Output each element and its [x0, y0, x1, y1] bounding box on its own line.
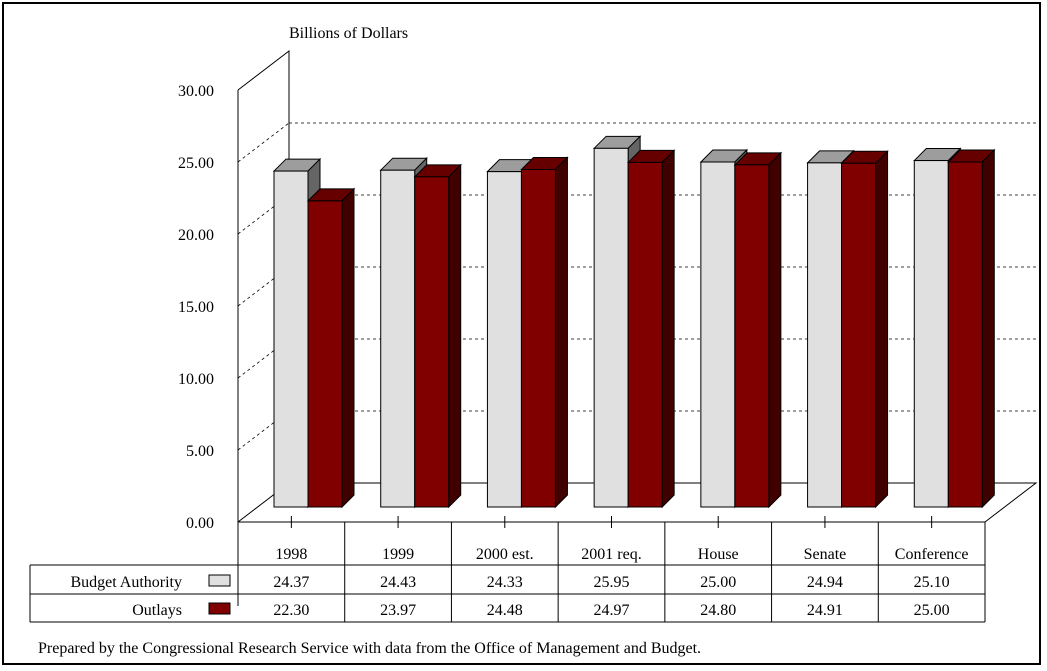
legend-swatch	[208, 574, 231, 587]
data-label: 25.00	[700, 574, 736, 591]
gridline-depth	[237, 410, 290, 451]
data-label: 22.30	[273, 602, 309, 619]
bar-side	[554, 156, 568, 509]
bar-outlays	[947, 161, 983, 508]
y-tick-label: 0.00	[186, 515, 214, 532]
y-tick-label: 25.00	[178, 155, 214, 172]
bar-outlays	[520, 168, 556, 508]
data-label: 24.80	[700, 602, 736, 619]
bar-side	[768, 151, 782, 509]
bar-side	[981, 148, 995, 509]
bar-outlays	[307, 200, 343, 508]
y-tick-label: 15.00	[178, 299, 214, 316]
legend-label: Budget Authority	[70, 574, 182, 591]
x-tick-label: Conference	[895, 546, 969, 563]
y-tick-label: 20.00	[178, 227, 214, 244]
bar-budget-authority	[913, 160, 949, 508]
gridline-depth	[237, 194, 290, 235]
bar-budget-authority	[486, 171, 522, 508]
bar-outlays	[414, 176, 450, 508]
bar-budget-authority	[380, 169, 416, 508]
gridline-depth	[237, 122, 290, 163]
data-label: 24.48	[487, 602, 523, 619]
bar-outlays	[841, 162, 877, 508]
bar-side	[875, 150, 889, 509]
gridline-depth	[237, 266, 290, 307]
bar-budget-authority	[273, 170, 309, 508]
data-label: 24.37	[273, 574, 309, 591]
legend-label: Outlays	[132, 602, 182, 619]
data-label: 25.10	[914, 574, 950, 591]
y-tick-label: 30.00	[178, 83, 214, 100]
data-label: 24.91	[807, 602, 843, 619]
bar-budget-authority	[807, 162, 843, 508]
data-label: 24.33	[487, 574, 523, 591]
y-axis-label: Billions of Dollars	[289, 25, 408, 42]
x-tick-label: 2000 est.	[476, 546, 534, 563]
bar-outlays	[734, 164, 770, 508]
bar-side	[341, 187, 355, 509]
x-tick-label: 1999	[382, 546, 414, 563]
data-label: 25.95	[594, 574, 630, 591]
source-footnote: Prepared by the Congressional Research S…	[38, 640, 702, 657]
data-label: 23.97	[380, 602, 416, 619]
gridline-depth	[237, 338, 290, 379]
x-tick-label: 1998	[275, 546, 307, 563]
x-tick-label: 2001 req.	[581, 546, 641, 563]
data-label: 24.97	[594, 602, 630, 619]
bar-outlays	[627, 161, 663, 508]
y-tick-label: 5.00	[186, 443, 214, 460]
bar-budget-authority	[593, 147, 629, 508]
bar-side	[448, 163, 462, 509]
data-label: 24.94	[807, 574, 843, 591]
data-label: 24.43	[380, 574, 416, 591]
y-tick-label: 10.00	[178, 371, 214, 388]
x-tick-label: Senate	[804, 546, 847, 563]
bar-budget-authority	[700, 161, 736, 508]
data-label: 25.00	[914, 602, 950, 619]
bar-side	[661, 149, 675, 509]
x-tick-label: House	[698, 546, 739, 563]
legend-swatch	[208, 602, 231, 615]
